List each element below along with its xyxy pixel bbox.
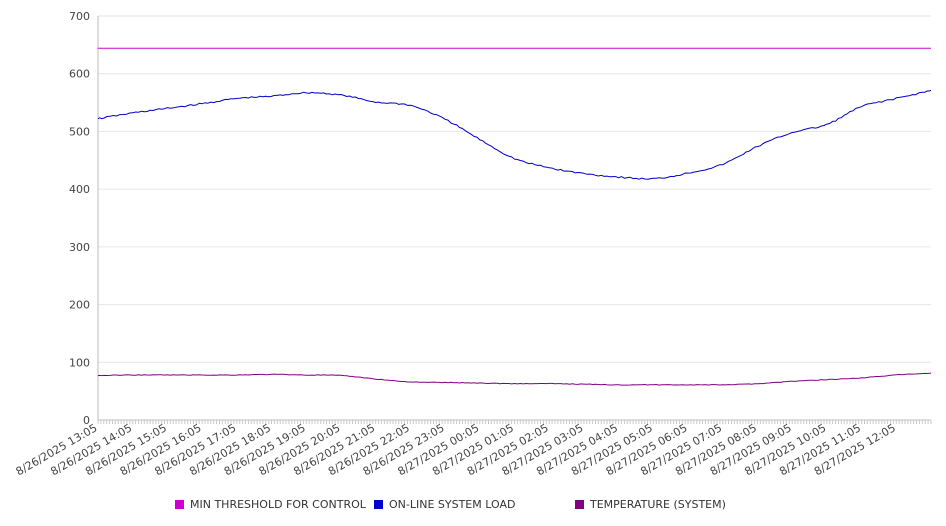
legend-item-min-threshold: MIN THRESHOLD FOR CONTROL: [175, 498, 366, 511]
x-axis-ticks: 8/26/2025 13:058/26/2025 14:058/26/2025 …: [14, 421, 898, 478]
y-tick-label: 700: [69, 10, 90, 23]
legend: MIN THRESHOLD FOR CONTROL ON-LINE SYSTEM…: [175, 498, 935, 514]
y-tick-label: 600: [69, 68, 90, 81]
y-tick-label: 100: [69, 356, 90, 369]
legend-item-online-load: ON-LINE SYSTEM LOAD: [374, 498, 515, 511]
legend-swatch-temperature: [575, 500, 584, 509]
series-line-online-load: [97, 89, 932, 180]
gridlines: [98, 15, 931, 363]
legend-label-temperature: TEMPERATURE (SYSTEM): [590, 498, 726, 511]
y-tick-label: 300: [69, 241, 90, 254]
axes: [97, 16, 932, 424]
y-tick-label: 500: [69, 125, 90, 138]
series-lines: [97, 47, 932, 386]
y-tick-label: 400: [69, 183, 90, 196]
legend-item-temperature: TEMPERATURE (SYSTEM): [575, 498, 726, 511]
legend-label-min-threshold: MIN THRESHOLD FOR CONTROL: [190, 498, 366, 511]
legend-swatch-min-threshold: [175, 500, 184, 509]
y-tick-label: 0: [83, 414, 90, 427]
legend-swatch-online-load: [374, 500, 383, 509]
y-axis-ticks: 0 100 200 300 400 500 600 700: [69, 10, 90, 427]
series-line-temperature: [97, 372, 932, 386]
legend-label-online-load: ON-LINE SYSTEM LOAD: [389, 498, 516, 511]
y-tick-label: 200: [69, 299, 90, 312]
